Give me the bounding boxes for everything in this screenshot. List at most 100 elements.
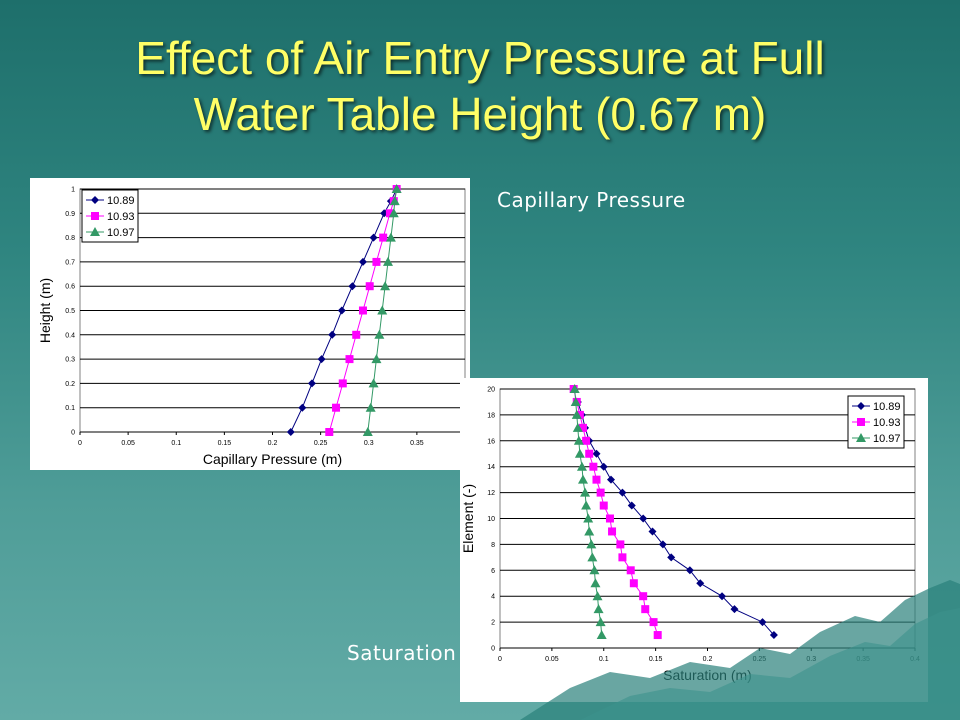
data-point [570,396,581,406]
data-point [587,552,598,562]
data-point [618,488,627,497]
data-point [592,449,601,458]
data-point [616,540,625,549]
data-point [593,604,604,614]
x-tick-label: 0.1 [599,656,609,663]
data-point [332,403,341,412]
data-point [696,579,705,588]
data-point [653,631,662,640]
x-tick-label: 0.25 [314,440,328,447]
data-point [368,378,379,388]
caption-saturation: Saturation [347,641,457,665]
slide-title: Effect of Air Entry Pressure at Full Wat… [40,30,920,142]
data-point [648,527,657,536]
y-tick-label: 18 [487,412,495,419]
data-point [573,435,584,445]
y-tick-label: 6 [491,568,495,575]
data-point [585,449,594,458]
data-point [578,474,588,484]
x-axis-title: Capillary Pressure (m) [203,451,342,467]
y-tick-label: 10 [487,516,495,523]
y-tick-label: 2 [491,620,495,627]
data-point [629,579,638,588]
data-point [383,256,393,266]
data-point [605,514,614,523]
data-point [639,592,648,601]
data-point [583,513,594,523]
x-tick-label: 0.35 [410,440,424,447]
y-tick-label: 0.4 [65,332,75,339]
data-point [371,354,382,364]
data-point [595,617,606,627]
title-line-1: Effect of Air Entry Pressure at Full [135,32,825,84]
y-tick-label: 0.2 [65,381,75,388]
data-point [658,540,667,549]
data-point [307,379,316,388]
data-point [607,475,616,484]
y-tick-label: 0.7 [65,259,75,266]
x-tick-label: 0.1 [171,440,181,447]
legend-marker [857,418,865,426]
x-tick-label: 0.15 [218,440,232,447]
y-tick-label: 0 [71,430,75,437]
data-point [389,196,400,206]
data-point [582,436,591,445]
y-tick-label: 0.6 [65,284,75,291]
legend-marker [857,402,865,410]
data-point [685,566,694,575]
y-tick-label: 14 [487,464,495,471]
legend-marker [91,196,99,204]
x-tick-label: 0.3 [364,440,374,447]
data-point [575,410,584,419]
y-tick-label: 0.5 [65,308,75,315]
capillary-pressure-chart: 0 0.1 0.2 0.3 0.4 0.5 0.6 0.7 0.8 0.9 1 0 0.05 0.1 0.1… [30,178,470,470]
y-tick-label: 1 [71,187,75,194]
x-tick-label: 0 [78,440,82,447]
y-tick-label: 4 [491,594,495,601]
legend-marker [91,212,99,220]
y-tick-label: 0.1 [65,405,75,412]
legend-marker [856,433,866,442]
legend-marker [90,227,100,236]
legend-label: 10.93 [873,417,901,429]
data-point [639,514,648,523]
data-point [579,423,587,432]
data-point [580,487,591,497]
data-point [599,501,608,510]
y-tick-label: 0 [491,646,495,653]
y-tick-label: 0.3 [65,357,75,364]
data-point [365,402,376,412]
data-point [385,209,394,218]
data-point [362,427,373,436]
data-point [325,428,334,436]
y-tick-label: 16 [487,438,495,445]
x-tick-label: 0.2 [703,656,713,663]
data-point [608,527,617,536]
data-point [348,282,357,291]
y-tick-label: 12 [487,490,495,497]
data-point [641,605,650,614]
data-point [592,591,603,601]
data-point [592,475,601,484]
data-point [574,448,585,458]
data-point [576,461,587,471]
y-axis-title: Element (-) [460,484,476,553]
data-point [596,488,605,497]
mountain-decoration [520,580,960,720]
data-point [379,233,388,242]
x-tick-label: 0 [498,656,502,663]
data-point [730,605,739,614]
title-line-2: Water Table Height (0.67 m) [193,88,767,140]
data-point [369,233,378,242]
data-point [572,422,583,432]
data-point [581,500,592,510]
data-point [589,462,598,471]
legend-label: 10.89 [873,401,901,413]
y-tick-label: 0.9 [65,211,75,218]
data-point [337,306,346,315]
legend-label: 10.93 [107,211,135,223]
data-point [372,257,381,266]
data-point [649,618,658,627]
data-point [358,257,367,266]
data-point [345,355,354,364]
